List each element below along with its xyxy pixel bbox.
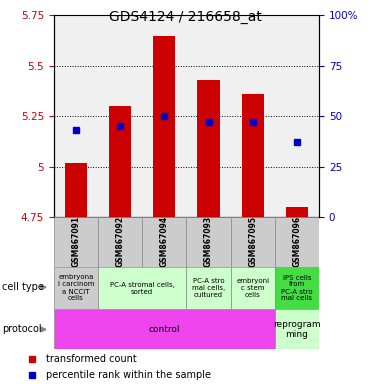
Text: GSM867095: GSM867095: [248, 217, 257, 267]
Bar: [186, 217, 231, 267]
Bar: [275, 217, 319, 267]
Bar: [153, 36, 175, 217]
Bar: [142, 217, 186, 267]
Text: GSM867091: GSM867091: [71, 216, 81, 268]
Bar: [186, 267, 231, 309]
Bar: [98, 217, 142, 267]
Bar: [109, 106, 131, 217]
Bar: [65, 162, 87, 217]
Text: protocol: protocol: [2, 324, 42, 334]
Text: GSM867093: GSM867093: [204, 216, 213, 268]
Text: embryona
l carcinom
a NCCIT
cells: embryona l carcinom a NCCIT cells: [58, 275, 94, 301]
Text: transformed count: transformed count: [46, 354, 137, 364]
Bar: [54, 217, 98, 267]
Bar: [275, 309, 319, 349]
Text: GSM867094: GSM867094: [160, 216, 169, 268]
Text: PC-A stromal cells,
sorted: PC-A stromal cells, sorted: [110, 281, 175, 295]
Bar: [98, 267, 186, 309]
Bar: [54, 267, 98, 309]
Text: cell type: cell type: [2, 282, 44, 292]
Text: control: control: [148, 325, 180, 334]
Text: embryoni
c stem
cells: embryoni c stem cells: [236, 278, 269, 298]
Text: PC-A stro
mal cells,
cultured: PC-A stro mal cells, cultured: [192, 278, 225, 298]
Text: GDS4124 / 216658_at: GDS4124 / 216658_at: [109, 10, 262, 23]
Bar: [286, 207, 308, 217]
Bar: [275, 267, 319, 309]
Text: GSM867096: GSM867096: [292, 216, 302, 268]
Bar: [231, 267, 275, 309]
Text: percentile rank within the sample: percentile rank within the sample: [46, 370, 211, 380]
Bar: [242, 94, 264, 217]
Bar: [54, 309, 275, 349]
Bar: [231, 217, 275, 267]
Text: GSM867092: GSM867092: [116, 216, 125, 268]
Text: iPS cells
from
PC-A stro
mal cells: iPS cells from PC-A stro mal cells: [281, 275, 313, 301]
Bar: [197, 80, 220, 217]
Text: reprogram
ming: reprogram ming: [273, 319, 321, 339]
